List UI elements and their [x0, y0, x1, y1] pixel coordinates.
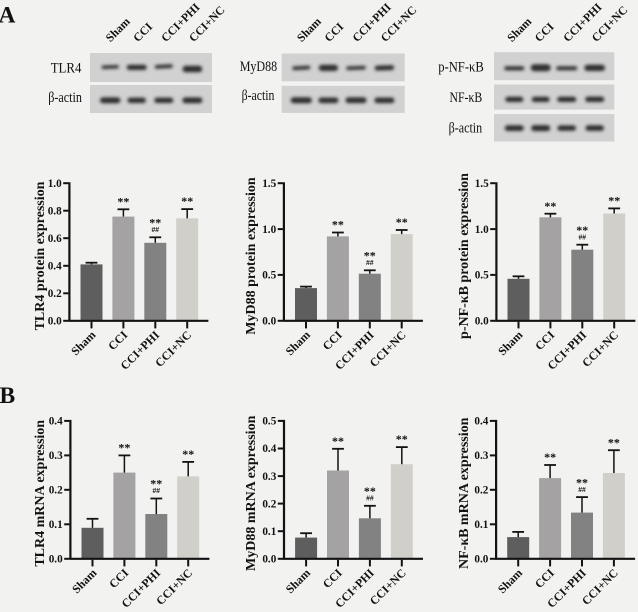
svg-text:CCI: CCI — [532, 328, 557, 353]
svg-text:Sham: Sham — [103, 15, 133, 45]
svg-text:0.4: 0.4 — [474, 416, 488, 428]
svg-text:Sham: Sham — [495, 328, 525, 358]
svg-text:Sham: Sham — [283, 566, 313, 596]
svg-text:0.5: 0.5 — [262, 270, 276, 282]
svg-text:p-NF-κB protein expression: p-NF-κB protein expression — [457, 173, 472, 339]
svg-text:TLR4 protein expression: TLR4 protein expression — [33, 181, 48, 330]
svg-text:0.3: 0.3 — [474, 450, 488, 462]
svg-text:Sham: Sham — [283, 328, 313, 358]
svg-text:Sham: Sham — [495, 566, 525, 596]
svg-text:0.2: 0.2 — [474, 485, 488, 497]
svg-text:TLR4: TLR4 — [51, 61, 82, 77]
svg-text:**: ** — [118, 441, 130, 455]
svg-text:0.2: 0.2 — [49, 485, 63, 497]
svg-text:0.2: 0.2 — [48, 288, 62, 300]
svg-text:β-actin: β-actin — [449, 120, 483, 136]
svg-text:CCI: CCI — [106, 566, 131, 591]
svg-text:Sham: Sham — [295, 15, 325, 45]
svg-text:0.5: 0.5 — [262, 416, 276, 428]
svg-text:0.1: 0.1 — [474, 519, 488, 531]
svg-text:0.0: 0.0 — [49, 554, 63, 566]
svg-text:Sham: Sham — [69, 566, 99, 596]
svg-text:A: A — [0, 3, 16, 29]
svg-text:TLR4 mRNA expression: TLR4 mRNA expression — [33, 420, 48, 567]
svg-text:MyD88 mRNA expression: MyD88 mRNA expression — [244, 415, 259, 571]
svg-text:β-actin: β-actin — [48, 90, 82, 106]
svg-text:β-actin: β-actin — [242, 88, 275, 104]
svg-text:0.4: 0.4 — [49, 416, 63, 428]
svg-text:0.3: 0.3 — [49, 450, 63, 462]
svg-text:**: ** — [544, 199, 556, 213]
svg-text:B: B — [0, 383, 16, 409]
svg-text:**: ** — [332, 218, 344, 232]
svg-text:##: ## — [366, 494, 374, 503]
svg-text:**: ** — [181, 194, 193, 208]
svg-text:**: ** — [608, 435, 620, 449]
svg-text:**: ** — [576, 475, 588, 489]
svg-text:##: ## — [578, 485, 586, 494]
svg-text:CCI: CCI — [105, 328, 130, 353]
svg-text:CCI: CCI — [320, 328, 345, 353]
svg-text:##: ## — [153, 486, 161, 495]
svg-text:NF-κB mRNA expression: NF-κB mRNA expression — [457, 417, 472, 569]
svg-text:Sham: Sham — [68, 328, 98, 358]
svg-text:0.1: 0.1 — [262, 526, 276, 538]
svg-text:**: ** — [544, 450, 556, 464]
svg-text:0.0: 0.0 — [262, 554, 276, 566]
svg-text:0.0: 0.0 — [475, 316, 489, 328]
svg-text:CCI: CCI — [131, 20, 156, 45]
svg-text:NF-κB: NF-κB — [450, 90, 483, 106]
svg-text:0.8: 0.8 — [48, 205, 62, 217]
svg-text:CCI: CCI — [532, 566, 557, 591]
svg-text:0.3: 0.3 — [262, 471, 276, 483]
svg-text:**: ** — [332, 434, 344, 448]
svg-text:1.0: 1.0 — [262, 224, 276, 236]
svg-text:Sham: Sham — [505, 15, 535, 45]
svg-text:0.6: 0.6 — [48, 233, 62, 245]
svg-text:p-NF-κB: p-NF-κB — [438, 59, 484, 75]
svg-text:**: ** — [364, 484, 376, 498]
svg-text:CCI: CCI — [320, 566, 345, 591]
svg-text:0.4: 0.4 — [262, 443, 276, 455]
svg-text:##: ## — [366, 258, 374, 267]
svg-text:**: ** — [117, 194, 129, 208]
svg-text:**: ** — [396, 215, 408, 229]
svg-text:**: ** — [364, 249, 376, 263]
svg-text:MyD88 protein expression: MyD88 protein expression — [244, 177, 259, 335]
svg-text:CCI: CCI — [532, 20, 557, 45]
svg-text:##: ## — [152, 225, 160, 234]
svg-text:1.5: 1.5 — [262, 178, 276, 190]
svg-text:0.5: 0.5 — [475, 270, 489, 282]
svg-text:1.5: 1.5 — [475, 178, 489, 190]
svg-text:**: ** — [182, 447, 194, 461]
svg-text:1.0: 1.0 — [48, 178, 62, 190]
svg-text:**: ** — [149, 216, 161, 230]
svg-text:**: ** — [150, 477, 162, 491]
svg-text:**: ** — [608, 194, 620, 208]
svg-text:**: ** — [576, 223, 588, 237]
svg-text:0.0: 0.0 — [474, 554, 488, 566]
svg-text:**: ** — [396, 432, 408, 446]
svg-text:##: ## — [579, 232, 587, 241]
svg-text:0.1: 0.1 — [49, 519, 63, 531]
svg-text:0.0: 0.0 — [262, 316, 276, 328]
svg-text:1.0: 1.0 — [475, 224, 489, 236]
svg-text:0.4: 0.4 — [48, 261, 62, 273]
svg-text:0.2: 0.2 — [262, 498, 276, 510]
svg-text:MyD88: MyD88 — [240, 59, 278, 75]
svg-text:0.0: 0.0 — [48, 316, 62, 328]
svg-text:CCI: CCI — [322, 20, 347, 45]
